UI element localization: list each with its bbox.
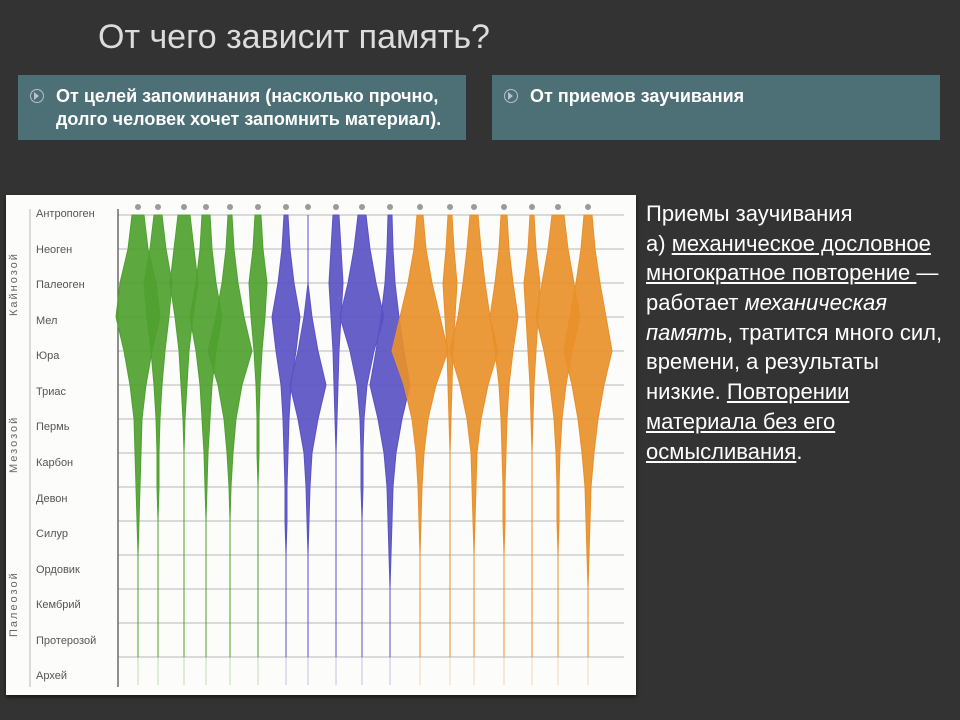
period-label: Мел (36, 316, 116, 328)
era-axis: Палеозой Мезозой Кайнозой (8, 203, 30, 687)
evolution-spindle-chart: Палеозой Мезозой Кайнозой Антропоген Неог… (6, 195, 636, 695)
left-bullet-text: От целей запоминания (насколько прочно, … (56, 85, 452, 130)
period-label: Палеоген (36, 280, 116, 292)
period-label: Неоген (36, 245, 116, 257)
era-label: Кайнозой (8, 253, 30, 317)
period-label: Триас (36, 387, 116, 399)
desc-underline: механическое дословное многократное повт… (646, 231, 931, 286)
right-bullet-text: От приемов заучивания (530, 85, 744, 108)
period-label: Пермь (36, 422, 116, 434)
period-label: Архей (36, 671, 116, 683)
period-label: Антропоген (36, 209, 116, 221)
desc-part: . (796, 439, 802, 464)
period-axis: Антропоген Неоген Палеоген Мел Юра Триас Пермь… (36, 209, 116, 683)
bullet-icon (30, 89, 44, 103)
page-title: От чего зависит память? (0, 0, 960, 75)
period-label: Силур (36, 529, 116, 541)
era-label: Палеозой (8, 572, 30, 638)
lower-row: Палеозой Мезозой Кайнозой Антропоген Неог… (0, 195, 960, 720)
period-label: Кембрий (36, 600, 116, 612)
period-label: Ордовик (36, 565, 116, 577)
era-label: Мезозой (8, 415, 30, 472)
description-text: Приемы заучивания а) механическое дослов… (644, 195, 946, 708)
period-label: Юра (36, 351, 116, 363)
desc-heading: Приемы заучивания (646, 201, 852, 226)
bullet-icon (504, 89, 518, 103)
period-label: Карбон (36, 458, 116, 470)
desc-part: а) (646, 231, 672, 256)
bullets-row: От целей запоминания (насколько прочно, … (0, 75, 960, 140)
left-bullet-box: От целей запоминания (насколько прочно, … (18, 75, 466, 140)
period-label: Девон (36, 494, 116, 506)
period-label: Протерозой (36, 636, 116, 648)
right-bullet-box: От приемов заучивания (492, 75, 940, 140)
